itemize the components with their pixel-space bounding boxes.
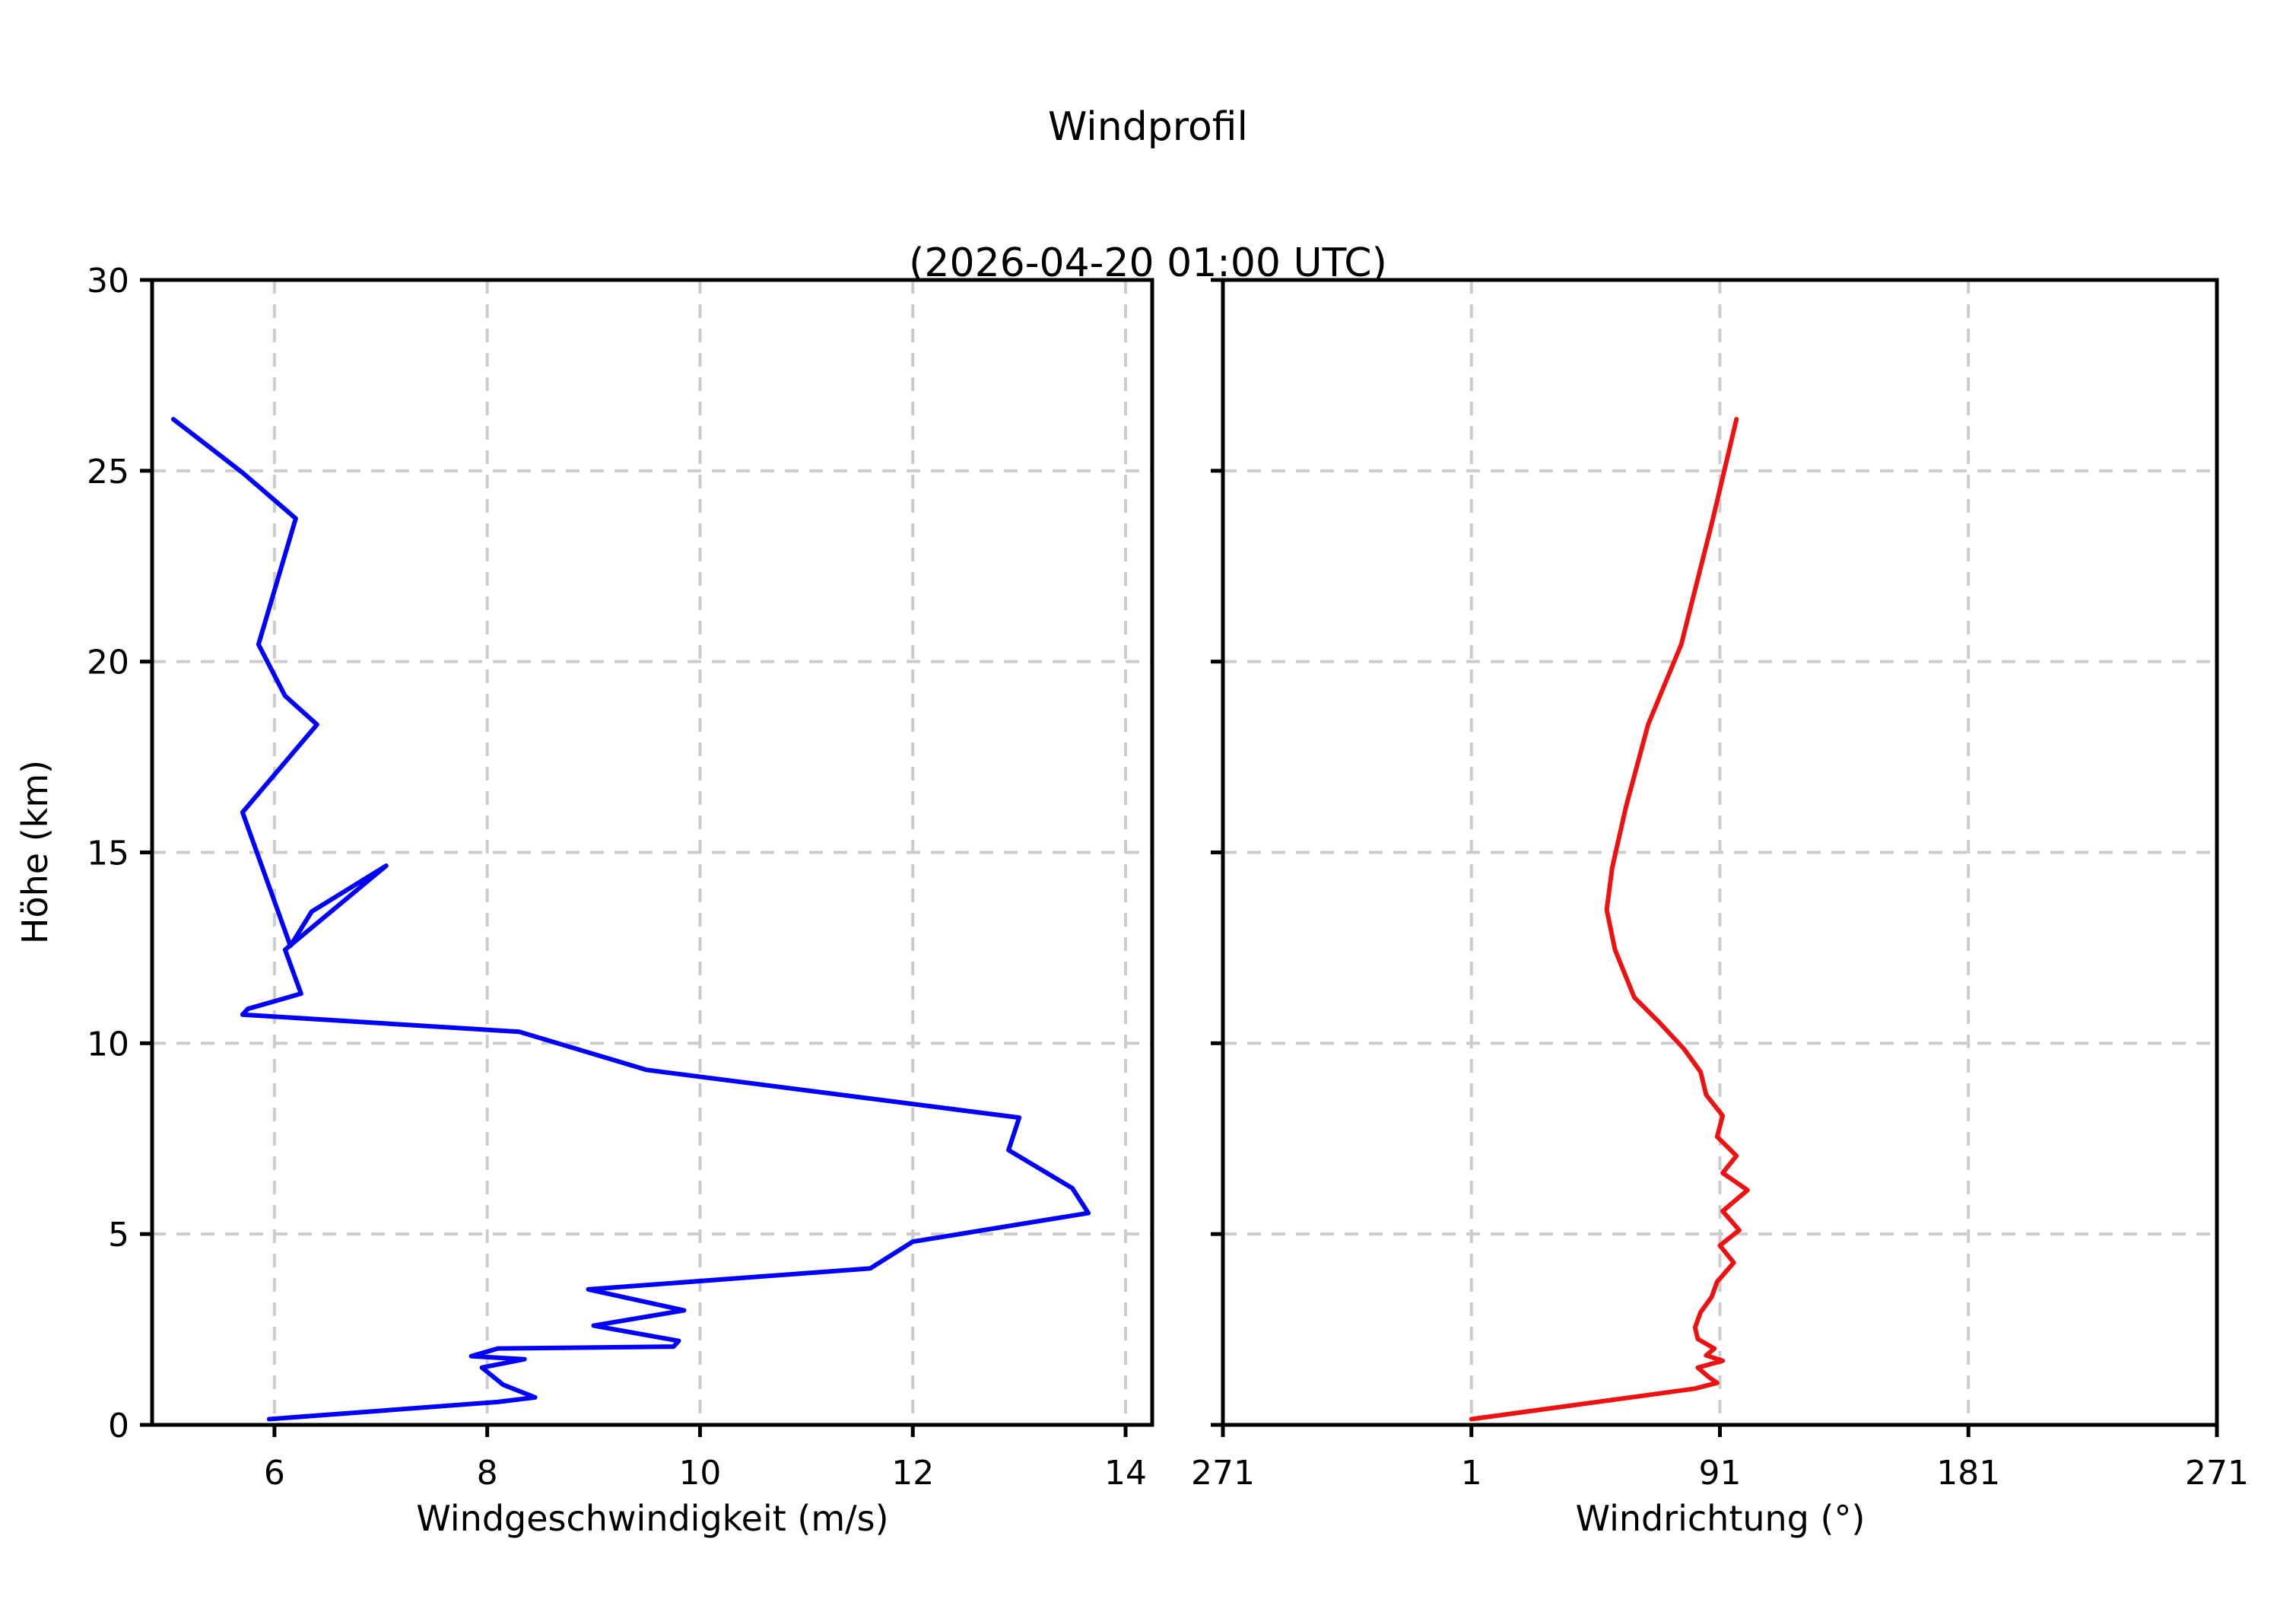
x-tick-label: 91 xyxy=(1699,1454,1742,1493)
y-tick-label: 15 xyxy=(87,835,129,873)
y-tick-label: 25 xyxy=(87,453,129,491)
x-tick-label: 6 xyxy=(264,1454,285,1493)
data-line-right xyxy=(1469,417,1750,1422)
x-tick-label: 10 xyxy=(678,1454,721,1493)
right-x-axis-label: Windrichtung (°) xyxy=(1576,1498,1866,1539)
title-line-primary: Windprofil xyxy=(1048,103,1248,150)
y-tick-label: 10 xyxy=(87,1025,129,1064)
x-tick-label: 181 xyxy=(1936,1454,2000,1493)
y-tick-label: 0 xyxy=(108,1407,129,1445)
x-tick-label: 8 xyxy=(477,1454,498,1493)
x-tick-label: 12 xyxy=(891,1454,934,1493)
left-x-axis-label: Windgeschwindigkeit (m/s) xyxy=(416,1498,888,1539)
y-tick-label: 20 xyxy=(87,644,129,682)
y-tick-label: 5 xyxy=(108,1216,129,1254)
y-tick-label: 30 xyxy=(87,262,129,300)
x-tick-label: 1 xyxy=(1461,1454,1482,1493)
left-y-axis-label: Höhe (km) xyxy=(14,760,56,944)
right-axes: 271 1 91 181 271 xyxy=(1191,278,2249,1493)
x-tick-label: 271 xyxy=(2185,1454,2249,1493)
data-line-left xyxy=(170,417,1091,1422)
left-axes: 6 8 10 12 14 0 5 10 15 20 25 30 xyxy=(87,262,1154,1493)
figure-title: Windprofil (2026-04-20 01:00 UTC) xyxy=(0,14,2296,377)
x-tick-label: 14 xyxy=(1104,1454,1147,1493)
x-tick-label: 271 xyxy=(1191,1454,1255,1493)
